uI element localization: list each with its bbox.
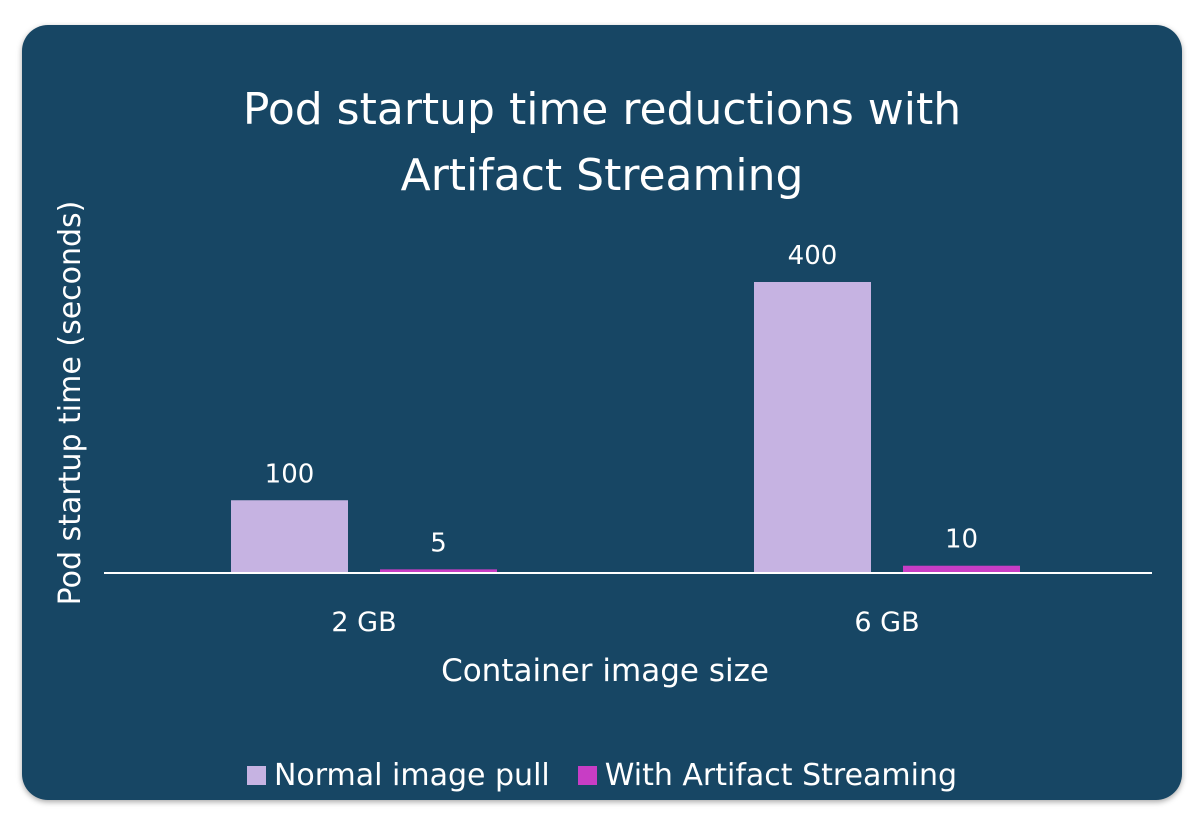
bar-normal-2gb — [231, 500, 348, 573]
data-label-normal-2gb: 100 — [265, 459, 315, 489]
chart-card: Pod startup time reductions with Artifac… — [22, 25, 1182, 800]
data-label-streaming-2gb: 5 — [430, 528, 447, 558]
x-tick-label-6gb: 6 GB — [854, 607, 919, 638]
y-axis-title: Pod startup time (seconds) — [53, 201, 88, 606]
bar-streaming-2gb — [380, 569, 497, 573]
chart-title: Pod startup time reductions with Artifac… — [22, 77, 1182, 209]
legend-item-streaming: With Artifact Streaming — [577, 758, 958, 793]
chart-title-line-1: Pod startup time reductions with — [242, 84, 962, 135]
bar-streaming-6gb — [903, 565, 1020, 573]
chart-plot: 100 5 2 GB 400 10 6 GB Container image size Pod… — [53, 201, 1152, 689]
chart-legend: Normal image pull With Artifact Streamin… — [22, 758, 1182, 793]
legend-item-normal: Normal image pull — [246, 758, 550, 793]
data-label-streaming-6gb: 10 — [945, 525, 978, 555]
data-label-normal-6gb: 400 — [788, 241, 838, 271]
legend-label-normal: Normal image pull — [273, 758, 550, 793]
x-tick-label-2gb: 2 GB — [331, 607, 396, 638]
legend-swatch-streaming — [577, 766, 597, 785]
legend-label-streaming: With Artifact Streaming — [604, 758, 958, 793]
bar-normal-6gb — [754, 282, 871, 573]
x-axis-title: Container image size — [441, 653, 769, 689]
chart-title-line-2: Artifact Streaming — [400, 150, 804, 201]
legend-swatch-normal — [246, 766, 266, 785]
